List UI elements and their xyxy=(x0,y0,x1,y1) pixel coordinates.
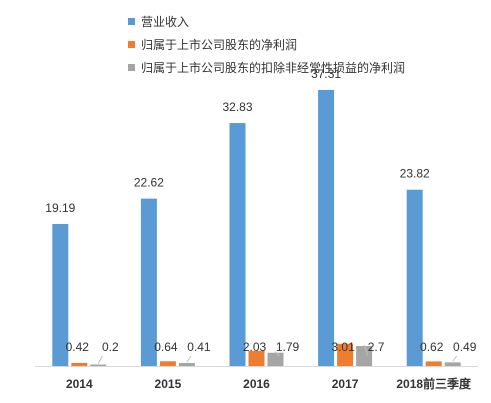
bar-1-0 xyxy=(71,362,88,366)
legend: 营业收入 归属于上市公司股东的净利润 归属于上市公司股东的扣除非经常性损益的净利… xyxy=(128,10,405,79)
bar-2-0 xyxy=(90,364,107,366)
data-label-2-4: 0.49 xyxy=(453,340,477,354)
data-label-2-2: 1.79 xyxy=(276,340,300,354)
legend-label-net-profit: 归属于上市公司股东的净利润 xyxy=(141,38,298,52)
data-label-0-2: 32.83 xyxy=(222,100,252,114)
legend-item-adjusted-net-profit: 归属于上市公司股东的扣除非经常性损益的净利润 xyxy=(128,56,405,79)
legend-label-adjusted-net-profit: 归属于上市公司股东的扣除非经常性损益的净利润 xyxy=(141,61,406,75)
leader-line-2-4 xyxy=(452,355,458,362)
bar-0-3 xyxy=(318,89,335,366)
category-label-0: 2014 xyxy=(66,377,93,391)
bar-2-3 xyxy=(356,346,373,366)
legend-swatch-revenue xyxy=(128,18,135,25)
bar-1-4 xyxy=(425,361,442,366)
data-label-0-1: 22.62 xyxy=(134,176,164,190)
category-label-1: 2015 xyxy=(155,377,182,391)
data-label-2-0: 0.2 xyxy=(102,340,119,354)
bar-0-1 xyxy=(140,198,157,366)
data-label-1-1: 0.64 xyxy=(154,340,178,354)
bar-0-2 xyxy=(229,123,246,366)
data-label-1-2: 2.03 xyxy=(243,340,267,354)
category-label-4: 2018前三季度 xyxy=(396,376,472,391)
legend-label-revenue: 营业收入 xyxy=(141,15,190,29)
data-label-1-4: 0.62 xyxy=(420,340,444,354)
bar-2-1 xyxy=(178,362,195,366)
bar-1-1 xyxy=(159,361,176,366)
data-label-2-3: 2.7 xyxy=(368,340,385,354)
leader-line-2-3 xyxy=(363,344,369,357)
bar-2-2 xyxy=(267,352,284,366)
data-label-2-1: 0.41 xyxy=(187,340,211,354)
bar-1-2 xyxy=(248,350,265,366)
bar-2-4 xyxy=(444,362,461,366)
data-label-1-0: 0.42 xyxy=(66,340,90,354)
bar-0-4 xyxy=(406,189,423,366)
legend-item-revenue: 营业收入 xyxy=(128,10,405,33)
leader-line-2-1 xyxy=(186,355,192,363)
data-label-0-0: 19.19 xyxy=(45,201,75,215)
data-label-1-3: 3.01 xyxy=(331,340,355,354)
data-label-0-3: 37.31 xyxy=(311,67,341,81)
data-label-0-4: 23.82 xyxy=(400,167,430,181)
bar-1-3 xyxy=(337,343,354,366)
leader-line-2-2 xyxy=(275,351,280,357)
leader-line-2-0 xyxy=(97,355,103,364)
legend-swatch-net-profit xyxy=(128,41,135,48)
legend-item-net-profit: 归属于上市公司股东的净利润 xyxy=(128,33,405,56)
category-label-2: 2016 xyxy=(243,377,270,391)
bar-0-0 xyxy=(52,223,69,366)
category-label-3: 2017 xyxy=(332,377,359,391)
legend-swatch-adjusted-net-profit xyxy=(128,64,135,71)
